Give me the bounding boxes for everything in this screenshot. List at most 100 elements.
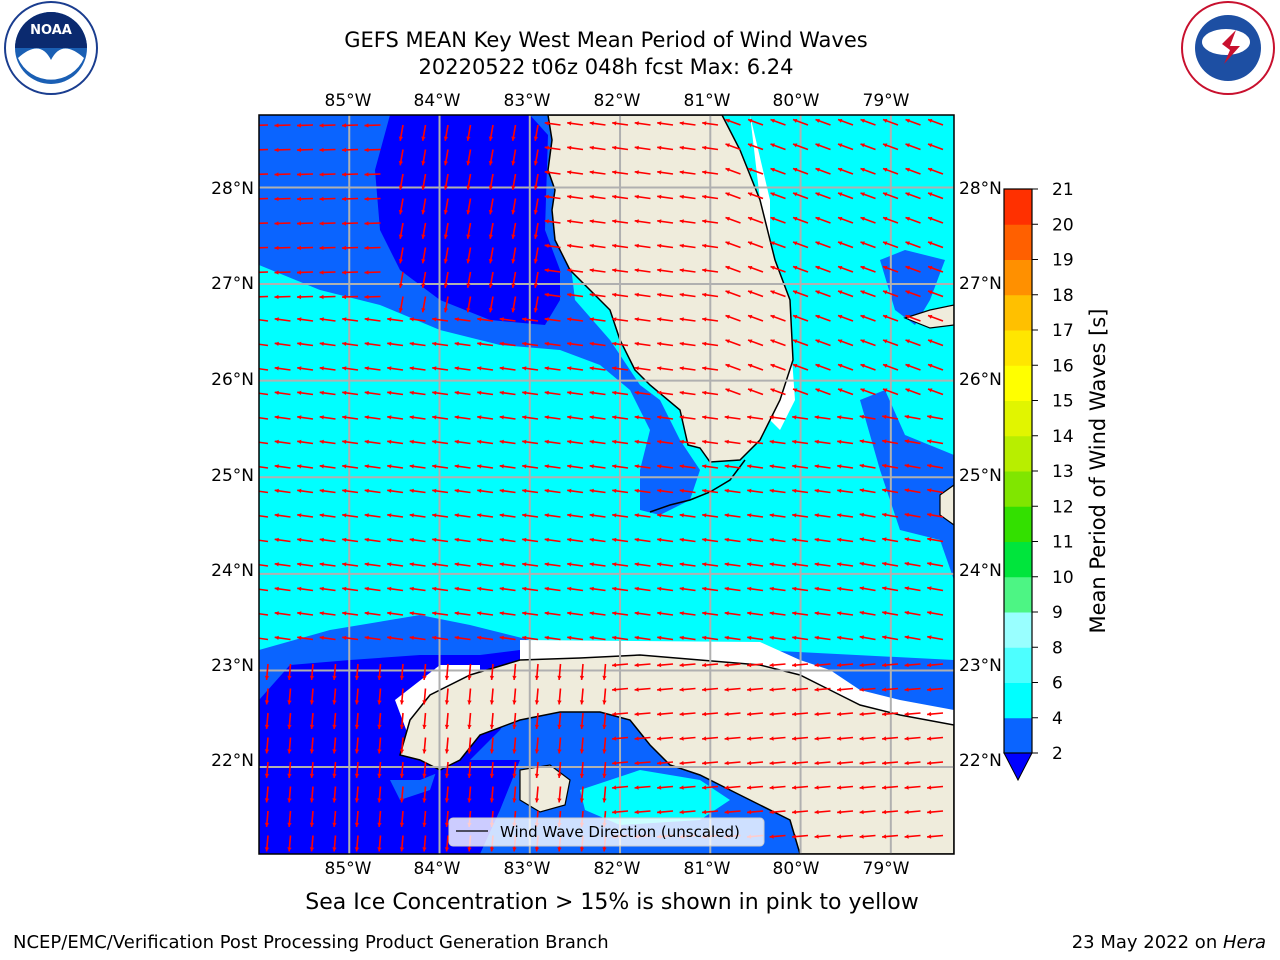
wind-arrow-head: [274, 147, 279, 153]
wind-arrow: [259, 124, 269, 127]
wind-arrow-head: [421, 185, 426, 190]
wind-arrow-head: [724, 687, 729, 692]
wind-arrow-head: [657, 809, 662, 815]
wind-arrow-head: [634, 366, 639, 371]
wind-arrow-head: [252, 295, 256, 299]
wind-arrow-head: [533, 234, 538, 239]
wind-arrow-head: [364, 586, 369, 591]
lat-left-label: 24°N: [211, 561, 254, 581]
wind-arrow-head: [252, 636, 256, 640]
wind-arrow-head: [387, 586, 392, 591]
wind-arrow-head: [534, 847, 540, 852]
grid-lines: [259, 115, 954, 854]
wind-arrow-head: [612, 513, 617, 518]
wind-arrow-head: [725, 363, 730, 368]
wind-arrow-head: [859, 687, 864, 692]
wind-arrow-head: [512, 700, 517, 705]
wind-arrow-head: [534, 749, 540, 754]
wind-arrow-head: [904, 537, 909, 542]
wind-arrow-head: [579, 700, 585, 705]
wind-arrow: [259, 318, 269, 322]
wind-arrow-head: [904, 586, 909, 591]
lon-bottom-label: 81°W: [684, 859, 731, 879]
wind-arrow-head: [567, 488, 572, 493]
wind-arrow-head: [342, 196, 346, 202]
wind-arrow-head: [905, 118, 910, 123]
lat-left-label: 25°N: [211, 466, 254, 486]
wind-arrow-head: [399, 700, 405, 705]
wind-arrow-head: [769, 760, 774, 766]
wind-arrow-head: [567, 317, 572, 322]
wind-arrow-head: [838, 118, 843, 123]
wind-arrow-head: [444, 749, 450, 754]
wind-arrow-head: [544, 317, 549, 322]
wind-arrow-head: [748, 167, 753, 172]
wind-arrow-head: [297, 464, 302, 469]
wind-arrow-head: [454, 415, 459, 420]
wind-arrow-head: [467, 675, 472, 680]
wind-arrow: [259, 441, 269, 445]
wind-arrow-head: [432, 488, 437, 493]
wind-arrow-head: [409, 439, 414, 444]
wind-arrow-head: [905, 265, 910, 270]
wind-arrow-head: [466, 136, 471, 141]
wind-arrow-head: [702, 390, 707, 395]
wind-arrow-head: [309, 700, 315, 705]
wind-arrow-head: [567, 439, 572, 444]
wind-arrow-head: [544, 586, 549, 591]
wind-arrow-head: [657, 194, 662, 199]
wind-arrow-head: [814, 439, 819, 444]
wind-arrow-head: [882, 834, 887, 839]
wind-arrow-head: [815, 118, 820, 123]
wind-arrow-head: [422, 700, 427, 705]
wind-arrow-head: [274, 513, 279, 518]
wind-arrow-head: [364, 341, 369, 346]
colorbar-segment: [1004, 259, 1032, 296]
wind-arrow-head: [612, 194, 617, 199]
wind-arrow-head: [702, 687, 707, 692]
wind-arrow-head: [814, 834, 819, 839]
wind-arrow-head: [499, 390, 504, 395]
wind-arrow-head: [319, 172, 324, 177]
wind-arrow-head: [364, 439, 369, 444]
blue-patch-east: [860, 390, 954, 580]
wind-arrow-head: [747, 513, 752, 518]
land-isla: [519, 764, 571, 813]
wind-arrow-head: [792, 785, 797, 790]
wind-arrow-head: [702, 366, 707, 371]
wind-arrow-head: [883, 118, 888, 123]
wind-arrow-head: [634, 170, 639, 175]
wind-arrow-head: [399, 749, 405, 754]
wind-arrow-head: [883, 167, 888, 172]
wind-arrow-head: [489, 847, 495, 852]
wind-arrow-head: [354, 822, 360, 827]
wind-arrow: [259, 637, 269, 641]
wind-arrow-head: [769, 415, 774, 420]
nodata-north-cuba: [520, 640, 954, 750]
wind-arrow-head: [319, 439, 324, 444]
wind-arrow-head: [387, 390, 392, 395]
colorbar-segment: [1004, 576, 1032, 613]
lon-bottom-label: 85°W: [325, 859, 372, 879]
wind-arrow-head: [522, 464, 527, 469]
wind-arrow-head: [589, 439, 594, 444]
wind-arrow-head: [387, 562, 392, 567]
wind-arrow-head: [859, 561, 864, 566]
wind-arrow-head: [477, 537, 482, 542]
wind-arrow-head: [252, 538, 256, 542]
wind-arrow-head: [657, 760, 662, 766]
wind-arrow-head: [342, 562, 347, 567]
lat-right-label: 22°N: [959, 751, 1002, 771]
wind-arrow-head: [838, 167, 843, 172]
wind-arrow-head: [860, 192, 865, 197]
wind-arrow-head: [702, 736, 707, 741]
map-frame: [258, 114, 955, 855]
wind-arrow-head: [398, 161, 403, 166]
lat-left-label: 23°N: [211, 656, 254, 676]
wind-arrow-head: [488, 234, 493, 239]
wind-arrow-head: [354, 724, 360, 729]
wind-arrow: [259, 416, 269, 420]
wind-arrow-head: [859, 610, 864, 615]
wind-arrow-head: [364, 390, 369, 395]
wind-arrow-head: [477, 488, 482, 493]
